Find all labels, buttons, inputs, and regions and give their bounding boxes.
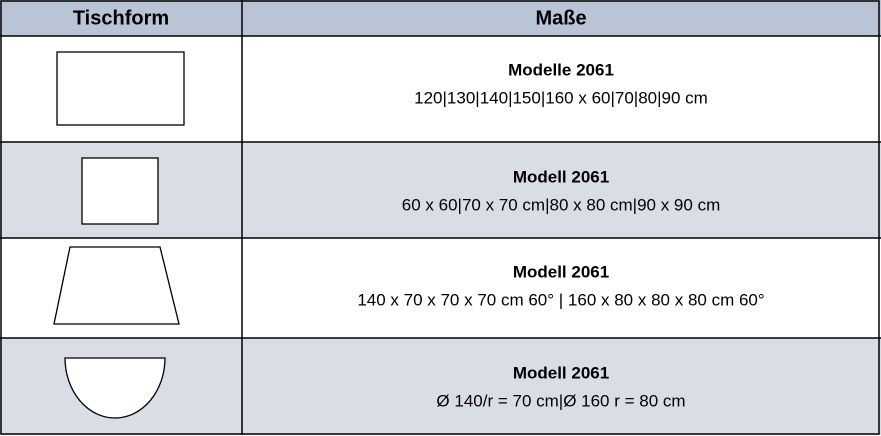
row-title: Modell 2061: [513, 167, 609, 186]
shape-semicircle: [64, 357, 166, 419]
row-title: Modell 2061: [513, 363, 609, 382]
row-dims: 60 x 60|70 x 70 cm|80 x 80 cm|90 x 90 cm: [402, 195, 720, 214]
row-dims: 120|130|140|150|160 x 60|70|80|90 cm: [414, 88, 708, 107]
header-cell: Tischform: [73, 7, 169, 29]
shape-square: [81, 157, 159, 225]
shape-rectangle: [56, 51, 185, 126]
row-title: Modelle 2061: [508, 60, 614, 79]
shape-trapezoid: [53, 246, 180, 325]
header-bg: [0, 0, 881, 36]
row-dims: Ø 140/r = 70 cm|Ø 160 r = 80 cm: [436, 391, 685, 410]
row-title: Modell 2061: [513, 262, 609, 281]
header-cell: Maße: [535, 7, 586, 29]
row-dims: 140 x 70 x 70 x 70 cm 60° | 160 x 80 x 8…: [357, 290, 764, 309]
